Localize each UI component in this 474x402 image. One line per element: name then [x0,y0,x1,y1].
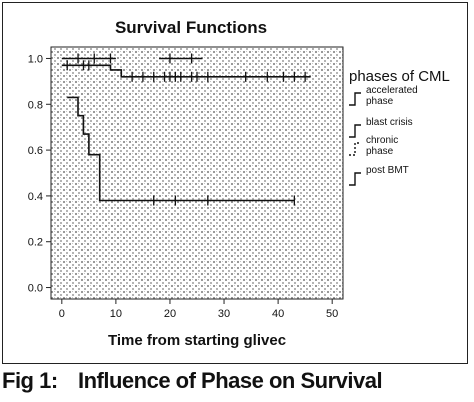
legend-item-chronic-phase: chronic phase [349,135,398,157]
legend-item-accelerated-phase: accelerated phase [349,85,418,107]
legend-symbol [349,124,361,138]
x-tick-label: 50 [326,308,338,320]
chart-title: Survival Functions [115,18,267,37]
series-line-blast-crisis [67,96,295,202]
series-post-bmt [159,53,203,64]
figure-caption: Fig 1: Influence of Phase on Survival [2,368,472,400]
y-tick-label: 0.2 [28,237,43,249]
legend-symbol [349,172,361,186]
y-tick-label: 0.8 [28,99,43,111]
x-tick-label: 20 [164,308,176,320]
legend-symbol [349,142,361,156]
legend: phases of CML accelerated phase blast cris… [349,68,450,186]
legend-label: post BMT [366,165,409,176]
legend-title: phases of CML [349,68,450,85]
legend-symbol [349,92,361,106]
legend-label: accelerated phase [366,85,418,107]
x-tick-label: 0 [59,308,65,320]
plot-area [50,46,344,300]
series-line-chronic-phase [61,64,311,78]
series-accelerated-phase [61,53,116,64]
x-tick-label: 30 [218,308,230,320]
y-tick-label: 1.0 [28,53,43,65]
survival-chart: Survival Functions 0 10 20 30 40 500.00.20.40… [28,18,450,349]
legend-label: chronic phase [366,135,398,157]
y-tick-label: 0.4 [28,191,43,203]
y-tick-label: 0.0 [28,283,43,295]
legend-item-post-bmt: post BMT [349,165,409,186]
series-layer [61,53,311,206]
figure-number: Fig 1: [2,368,58,393]
series-chronic-phase [61,60,311,82]
x-tick-label: 40 [272,308,284,320]
figure-frame: Survival Functions 0 10 20 30 40 50 0.0 0.2 0.4 0… [2,2,468,364]
x-axis-label: Time from starting glivec [108,332,286,349]
x-tick-label: 10 [110,308,122,320]
y-tick-label: 0.6 [28,145,43,157]
axes: 0 10 20 30 40 50 0.0 0.2 0.4 0.6 0.8 1.0 [28,53,339,320]
series-blast-crisis [67,96,295,206]
legend-item-blast-crisis: blast crisis [349,117,413,138]
legend-label: blast crisis [366,117,413,128]
figure-caption-text: Influence of Phase on Survival [78,368,383,393]
